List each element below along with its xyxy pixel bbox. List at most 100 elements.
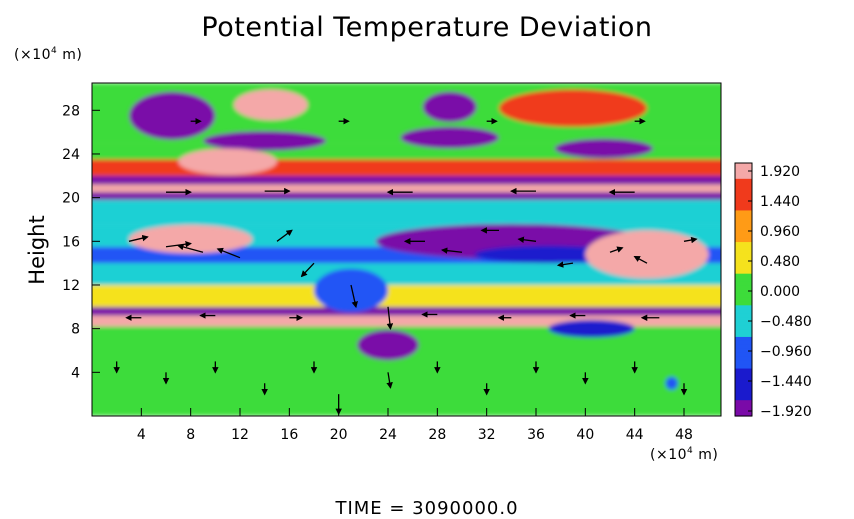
colorbar-label: 0.960 — [760, 224, 800, 240]
wind-arrow — [177, 243, 204, 253]
heatmap-blob — [400, 126, 499, 149]
colorbar-label: 0.000 — [760, 284, 800, 300]
colorbar-swatch — [735, 202, 752, 208]
heatmap-band — [92, 192, 721, 200]
colorbar-swatch — [735, 340, 752, 346]
colorbar-swatch — [735, 249, 752, 255]
heatmap-blob — [554, 138, 654, 159]
colorbar-label: −0.480 — [760, 314, 812, 330]
colorbar-swatch — [735, 404, 752, 409]
colorbar-swatch — [735, 186, 752, 192]
heatmap-band — [92, 315, 721, 327]
heatmap-field — [92, 83, 721, 416]
colorbar-swatch — [735, 198, 752, 204]
chart-title: Potential Temperature Deviation — [201, 12, 653, 43]
heatmap-blob — [314, 268, 388, 313]
heatmap-blob — [499, 89, 647, 127]
colorbar-swatch — [735, 210, 752, 215]
colorbar-swatch — [735, 182, 752, 188]
y-axis: 4 8 12 16 20 24 28 — [62, 103, 100, 381]
colorbar-swatch — [735, 289, 752, 295]
y-tick-label: 8 — [71, 322, 80, 338]
wind-arrow — [440, 247, 463, 254]
colorbar-swatch — [735, 257, 752, 263]
colorbar-swatch — [735, 360, 752, 366]
colorbar-swatch — [735, 234, 752, 239]
colorbar-swatch — [735, 384, 752, 389]
colorbar-swatch — [735, 313, 752, 318]
colorbar-label: 0.480 — [760, 254, 800, 270]
y-tick-label: 24 — [62, 147, 80, 163]
y-tick-label: 4 — [71, 365, 80, 381]
heatmap-blob — [548, 319, 635, 338]
x-tick-label: 8 — [186, 427, 195, 443]
colorbar-swatch — [735, 246, 752, 251]
x-tick-label: 32 — [478, 427, 496, 443]
colorbar-swatch — [735, 332, 752, 338]
colorbar-swatch — [735, 336, 752, 342]
colorbar-swatch — [735, 214, 752, 219]
x-axis: 4 8 12 16 20 24 28 32 36 40 44 48 — [137, 408, 693, 443]
y-axis-unit: (×104 m) — [14, 46, 83, 63]
y-tick-label: 20 — [62, 191, 80, 207]
colorbar-swatch — [735, 356, 752, 362]
colorbar-swatch — [735, 408, 752, 413]
heatmap-band — [92, 175, 721, 185]
colorbar-swatch — [735, 226, 752, 231]
wind-arrow — [300, 262, 315, 278]
colorbar-swatch — [735, 301, 752, 306]
colorbar-swatch — [735, 261, 752, 267]
colorbar-swatch — [735, 368, 752, 374]
colorbar-swatch — [735, 348, 752, 354]
colorbar-swatch — [735, 400, 752, 405]
plot-frame — [91, 82, 722, 417]
colorbar-swatch — [735, 194, 752, 200]
colorbar-swatch — [735, 364, 752, 370]
colorbar-swatch — [735, 222, 752, 227]
y-tick-label: 12 — [62, 278, 80, 294]
colorbar-swatch — [735, 376, 752, 382]
x-tick-label: 48 — [675, 427, 693, 443]
colorbar-swatch — [735, 380, 752, 385]
y-tick-label: 28 — [62, 103, 80, 119]
colorbar-label: 1.920 — [760, 164, 800, 180]
wind-arrow — [128, 234, 149, 242]
colorbar-swatch — [735, 412, 752, 417]
colorbar-swatch — [735, 325, 752, 330]
heatmap-blob — [129, 91, 216, 140]
x-tick-label: 36 — [527, 427, 545, 443]
wind-arrow — [276, 229, 293, 242]
colorbar-frame — [734, 162, 753, 417]
wind-vectors — [113, 117, 698, 416]
colorbar-label: −1.440 — [760, 374, 812, 390]
x-axis-unit: (×104 m) — [650, 446, 719, 463]
heatmap-band — [92, 306, 721, 316]
heatmap-band — [92, 263, 721, 285]
x-tick-label: 16 — [280, 427, 298, 443]
heatmap-blob — [129, 224, 253, 254]
colorbar-swatch — [735, 166, 752, 172]
x-tick-label: 44 — [626, 427, 644, 443]
wind-arrow — [609, 246, 624, 253]
x-tick-label: 28 — [428, 427, 446, 443]
y-tick-label: 16 — [62, 234, 80, 250]
colorbar-swatch — [735, 388, 752, 393]
colorbar-swatch — [735, 392, 752, 397]
colorbar-swatch — [735, 372, 752, 378]
wind-arrow — [350, 284, 358, 309]
heatmap-blob — [665, 376, 678, 390]
colorbar-swatch — [735, 242, 752, 247]
heatmap-blob — [233, 89, 308, 121]
colorbar-label: 1.440 — [760, 194, 800, 210]
x-tick-label: 24 — [379, 427, 397, 443]
wind-arrow — [556, 261, 574, 268]
colorbar-swatch — [735, 163, 752, 168]
colorbar-swatch — [735, 265, 752, 271]
wind-arrow — [683, 236, 698, 244]
colorbar-swatch — [735, 321, 752, 326]
heatmap-blob — [357, 329, 419, 361]
heatmap-blob — [422, 91, 477, 123]
colorbar-label: −1.920 — [760, 404, 812, 420]
colorbar-swatch — [735, 297, 752, 302]
